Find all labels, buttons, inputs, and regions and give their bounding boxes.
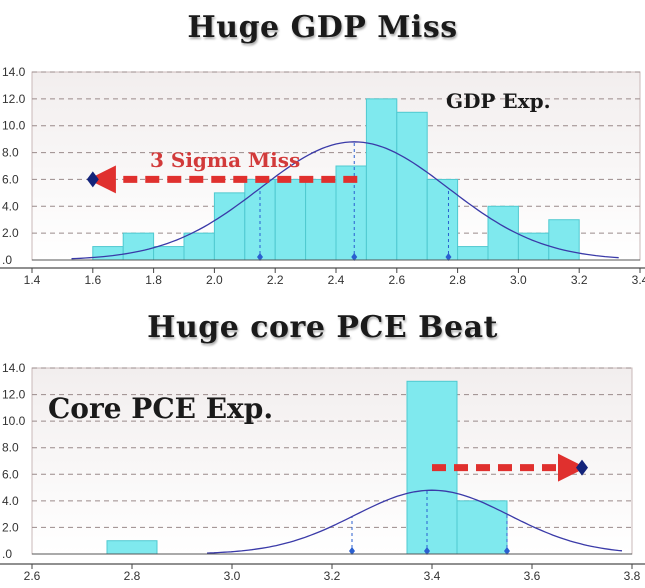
pce-plot-area [31, 367, 633, 555]
pce-marker-tip [424, 547, 430, 555]
gdp-y-tick-label: .0 [2, 253, 12, 267]
gdp-marker-tip [351, 253, 358, 261]
gdp-y-tick-label: 8.0 [2, 146, 19, 160]
pce-y-tick-label: 8.0 [2, 441, 19, 455]
pce-bar [106, 540, 158, 555]
pce-y-tick-label: .0 [2, 547, 12, 561]
gdp-y-tick-label: 4.0 [2, 199, 19, 213]
gdp-bar [426, 178, 459, 261]
gdp-bar [92, 246, 124, 261]
pce-marker-tip [349, 547, 355, 555]
pce-x-tick-label: 3.4 [424, 569, 441, 583]
gdp-bar [153, 246, 185, 261]
gdp-bar [517, 232, 550, 261]
gdp-x-tick-label: 1.6 [84, 273, 101, 287]
pce-y-tick-label: 2.0 [2, 520, 19, 534]
gdp-x-tick-label: 1.4 [24, 273, 41, 287]
gdp-y-tick-label: 6.0 [2, 172, 19, 186]
gdp-x-tick-label: 3.2 [571, 273, 588, 287]
pce-x-tick-label: 3.2 [324, 569, 341, 583]
gdp-bar [305, 178, 337, 261]
pce-x-tick-label: 2.6 [24, 569, 41, 583]
pce-chart: .0 2.0 4.0 6.0 8.0 10.0 12.0 14.0 2.6 2.8 3.0 3.2 3.… [0, 362, 645, 583]
pce-x-tick-label: 3.6 [524, 569, 541, 583]
pce-x-tick-label: 3.0 [224, 569, 241, 583]
gdp-normal-curve [71, 141, 619, 260]
gdp-y-tick-label: 10.0 [2, 119, 26, 133]
gdp-chart-title: Huge GDP Miss [187, 10, 458, 45]
gdp-chart: .0 2.0 4.0 6.0 8.0 10.0 12.0 14.0 1.4 1.6 1.8 2.0 2.… [0, 65, 645, 287]
gdp-marker-tip [257, 253, 263, 261]
pce-actual-diamond [576, 459, 588, 476]
gdp-y-tick-label: 2.0 [2, 226, 19, 240]
pce-y-tick-label: 10.0 [2, 414, 26, 428]
pce-bar [456, 500, 508, 555]
gdp-x-tick-label: 2.6 [388, 273, 405, 287]
gdp-x-tick-label: 3.0 [510, 273, 527, 287]
pce-normal-curve [206, 489, 623, 554]
gdp-x-tick-label: 2.8 [449, 273, 466, 287]
gdp-marker-tip [445, 253, 452, 261]
pce-y-tick-label: 4.0 [2, 494, 19, 508]
gdp-x-tick-label: 2.4 [328, 273, 345, 287]
pce-y-tick-label: 14.0 [2, 362, 26, 375]
gdp-bar [183, 232, 215, 261]
gdp-x-tick-label: 3.4 [632, 273, 645, 287]
gdp-actual-diamond [86, 171, 99, 188]
pce-x-tick-label: 3.8 [624, 569, 641, 583]
gdp-bar [365, 98, 398, 261]
gdp-bar [487, 205, 519, 261]
gdp-y-tick-label: 14.0 [2, 65, 26, 79]
gdp-x-tick-label: 2.2 [267, 273, 284, 287]
gdp-x-tick-label: 2.0 [206, 273, 223, 287]
gdp-x-tick-label: 1.8 [145, 273, 162, 287]
pce-expectation-label: Core PCE Exp. [48, 392, 273, 425]
gdp-bar [457, 246, 489, 261]
gdp-bar [548, 219, 580, 261]
gdp-expectation-label: GDP Exp. [446, 89, 551, 113]
pce-chart-title: Huge core PCE Beat [147, 310, 498, 345]
gdp-arrow-label: 3 Sigma Miss [150, 148, 300, 172]
gdp-bar [396, 111, 428, 261]
gdp-bar [274, 178, 307, 261]
pce-y-tick-label: 12.0 [2, 388, 26, 402]
pce-x-tick-label: 2.8 [124, 569, 141, 583]
gdp-y-tick-label: 12.0 [2, 92, 26, 106]
pce-y-tick-label: 6.0 [2, 467, 19, 481]
gdp-bar [122, 232, 155, 261]
pce-marker-tip [504, 547, 510, 555]
